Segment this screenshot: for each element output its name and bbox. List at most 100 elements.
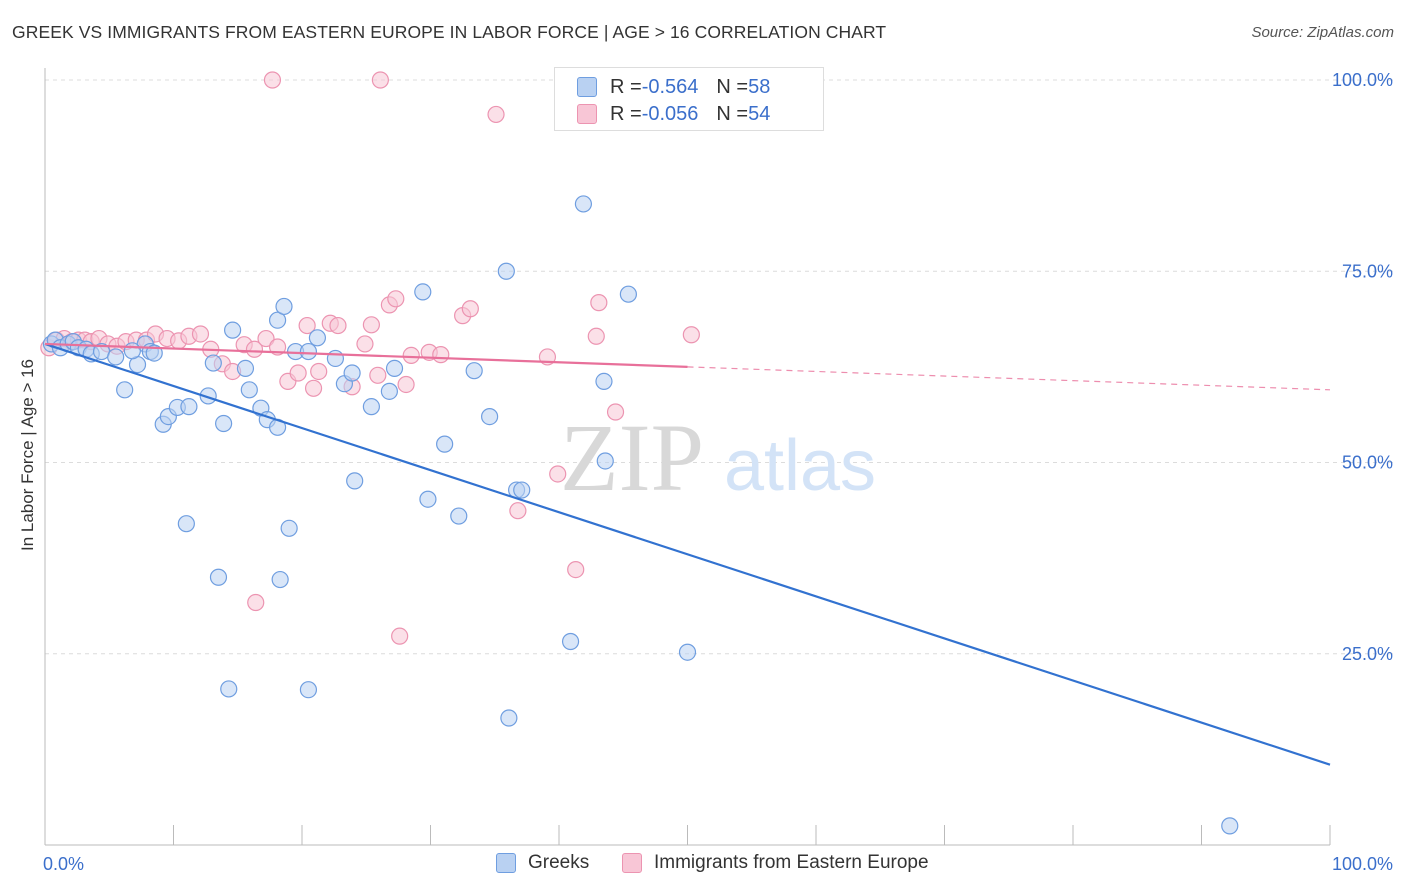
point-greeks [177,515,195,533]
point-greeks [619,285,637,303]
point-greeks [561,632,580,651]
greeks-swatch [577,77,597,97]
trend-line-immigrants-extension [687,366,1331,391]
point-greeks [385,359,404,378]
legend-label-greeks: Greeks [528,852,590,873]
point-greeks [343,364,361,382]
point-immigrants [606,403,625,421]
point-greeks [513,481,531,499]
point-immigrants [587,327,605,345]
point-greeks [380,382,398,400]
legend-row-greeks: R = -0.564 N = 58 [577,75,770,99]
point-greeks [275,297,293,316]
point-greeks [180,398,198,416]
point-immigrants [432,346,450,364]
source-credit: Source: ZipAtlas.com [1251,24,1394,41]
point-greeks [308,329,327,347]
y-tick-label: 50.0% [1342,453,1393,473]
point-immigrants [362,316,380,334]
point-greeks [419,490,437,508]
n-label: N = [716,102,749,125]
r-value: -0.056 [641,102,699,125]
point-greeks [574,195,593,213]
point-greeks [1221,817,1239,835]
point-greeks [220,680,238,698]
point-immigrants [391,627,409,645]
x-tick-label-min: 0.0% [43,854,84,874]
trend-line-greeks [44,342,1331,766]
point-greeks [299,342,318,361]
y-tick-label: 100.0% [1332,70,1393,90]
point-greeks [465,362,483,380]
point-greeks [326,349,345,368]
point-immigrants [371,71,389,89]
point-immigrants [461,300,479,318]
point-greeks [123,342,141,360]
chart-title: GREEK VS IMMIGRANTS FROM EASTERN EUROPE … [12,22,887,42]
n-value: 54 [748,102,771,125]
point-immigrants [369,366,387,384]
point-greeks [204,354,222,372]
point-immigrants [402,346,420,364]
series-legend: Greeks Immigrants from Eastern Europe [0,852,1406,878]
trend-lines [44,342,1331,766]
legend-item-immigrants: Immigrants from Eastern Europe [622,852,929,874]
immigrants-swatch [622,853,642,873]
point-greeks [240,381,258,399]
legend-item-greeks: Greeks [496,852,589,874]
point-greeks [497,262,515,280]
watermark: ZIP atlas [560,404,876,511]
point-greeks [414,283,432,301]
point-greeks [596,452,614,470]
n-value: 58 [748,75,771,98]
point-greeks [224,321,242,339]
point-immigrants [487,105,505,124]
point-immigrants [268,338,287,356]
point-immigrants [387,290,405,308]
point-greeks [215,414,233,433]
r-value: -0.564 [641,75,699,98]
r-label: R = [610,102,642,125]
point-immigrants [289,364,307,382]
watermark-atlas: atlas [724,426,876,506]
point-immigrants [590,294,608,312]
r-label: R = [610,75,642,98]
point-immigrants [263,71,282,89]
watermark-zip: ZIP [560,404,704,511]
point-greeks [362,398,380,416]
legend-label-immigrants: Immigrants from Eastern Europe [654,852,929,873]
point-immigrants [682,326,700,344]
point-immigrants [191,325,210,343]
point-greeks [271,570,289,589]
point-immigrants [310,362,328,381]
legend-row-immigrants: R = -0.056 N = 54 [577,102,770,126]
point-greeks [450,507,468,525]
point-greeks [500,709,518,727]
point-greeks [280,519,298,537]
point-greeks [236,359,255,378]
tick-labels: 25.0% 50.0% 75.0% 100.0% 0.0% 100.0% [43,70,1393,874]
point-greeks [107,348,125,366]
point-immigrants [509,502,527,520]
point-immigrants [329,316,347,335]
point-immigrants [257,329,275,348]
point-greeks [209,568,228,586]
y-tick-label: 75.0% [1342,261,1393,281]
n-label: N = [716,75,749,98]
y-tick-label: 25.0% [1342,644,1393,664]
x-tick-label-max: 100.0% [1332,854,1393,874]
point-immigrants [304,379,323,397]
point-immigrants [247,593,265,612]
immigrants-swatch [577,104,597,124]
point-greeks [199,387,217,405]
axes [44,68,1331,846]
point-immigrants [397,375,415,394]
point-greeks [116,381,134,399]
correlation-legend: R = -0.564 N = 58 R = -0.056 N = 54 [554,67,824,131]
point-immigrants [245,340,264,358]
series-greeks-points [42,195,1239,835]
point-greeks [678,643,697,661]
point-immigrants [567,560,585,579]
trend-line-immigrants [44,342,688,368]
